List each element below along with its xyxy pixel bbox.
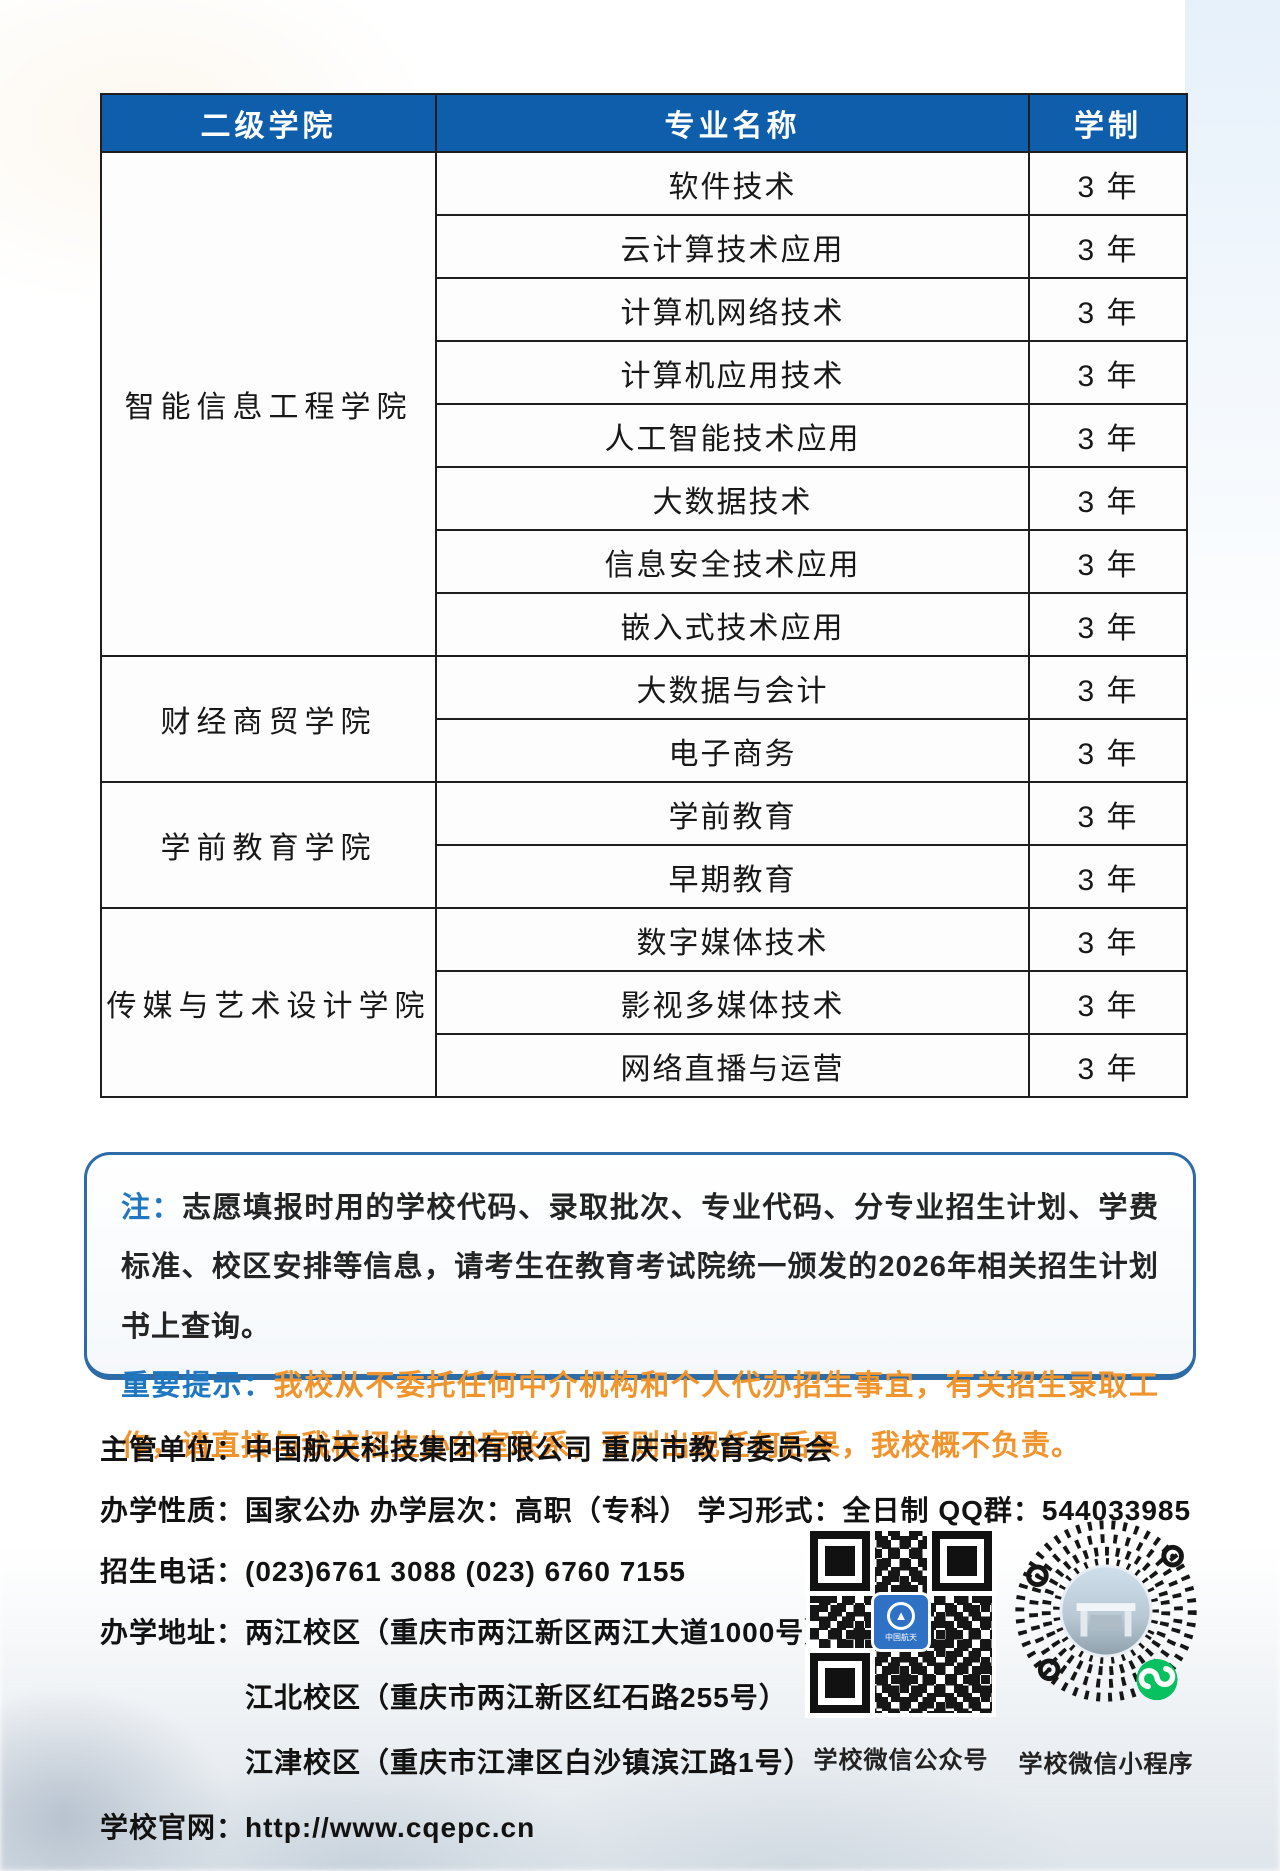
- table-row: 云计算技术应用 3 年: [101, 214, 1188, 279]
- background-tint-right: [1185, 0, 1280, 720]
- college-cell: 财经商贸学院: [100, 655, 437, 783]
- campus-gate-shape: [1080, 1611, 1088, 1637]
- duration-cell: 3 年: [1028, 970, 1188, 1035]
- table-row: 计算机网络技术 3 年: [101, 277, 1188, 342]
- duration-cell: 3 年: [1028, 844, 1188, 909]
- important-label: 重要提示：: [121, 1370, 274, 1403]
- duration-cell: 3 年: [1028, 655, 1188, 720]
- notice-box: 注：志愿填报时用的学校代码、录取批次、专业代码、分专业招生计划、学费标准、校区安…: [84, 1152, 1196, 1462]
- major-cell: 影视多媒体技术: [435, 970, 1030, 1035]
- nature-line: 办学性质：国家公办 办学层次：高职（专科） 学习形式：全日制 QQ群：54403…: [100, 1495, 1192, 1526]
- major-cell: 大数据与会计: [435, 655, 1030, 720]
- qr-finder-icon: [932, 1531, 992, 1591]
- header-duration: 学制: [1028, 93, 1188, 153]
- duration-cell: 3 年: [1028, 907, 1188, 972]
- background-photo-fade: [0, 1441, 1280, 1871]
- major-cell: 大数据技术: [435, 466, 1030, 531]
- website-line: 学校官网：http://www.cqepc.cn: [100, 1812, 536, 1843]
- campus-gate-shape: [1090, 1614, 1122, 1631]
- major-cell: 早期教育: [435, 844, 1030, 909]
- campus-gate-shape: [1124, 1611, 1132, 1637]
- qr-caption-miniprogram: 学校微信小程序: [1018, 1751, 1194, 1778]
- duration-cell: 3 年: [1028, 466, 1188, 531]
- duration-cell: 3 年: [1028, 277, 1188, 342]
- majors-table: 二级学院 专业名称 学制 智能信息工程学院 软件技术 3 年 云计算技术应用 3…: [100, 93, 1188, 1098]
- notice-label: 注：: [121, 1192, 183, 1224]
- major-cell: 人工智能技术应用: [435, 403, 1030, 468]
- miniprogram-code-graphic: [1015, 1520, 1197, 1702]
- address-campus-liangjiang: 两江校区（重庆市两江新区两江大道1000号）: [245, 1617, 834, 1648]
- notice-text: 志愿填报时用的学校代码、录取批次、专业代码、分专业招生计划、学费标准、校区安排等…: [121, 1192, 1159, 1343]
- major-cell: 学前教育: [435, 781, 1030, 846]
- contact-info: 主管单位：中国航天科技集团有限公司 重庆市教育委员会 办学性质：国家公办 办学层…: [100, 1428, 1192, 1867]
- table-row: 财经商贸学院 大数据与会计 3 年: [100, 655, 1188, 783]
- duration-cell: 3 年: [1028, 340, 1188, 405]
- table-row: 网络直播与运营 3 年: [101, 1033, 1188, 1098]
- address-block: 办学地址： 两江校区（重庆市两江新区两江大道1000号） 江北校区（重庆市两江新…: [100, 1611, 960, 1806]
- duration-cell: 3 年: [1028, 403, 1188, 468]
- notice-line-1: 注：志愿填报时用的学校代码、录取批次、专业代码、分专业招生计划、学费标准、校区安…: [121, 1179, 1159, 1357]
- table-row: 传媒与艺术设计学院 数字媒体技术 3 年: [100, 907, 1188, 1098]
- major-cell: 网络直播与运营: [435, 1033, 1030, 1098]
- duration-cell: 3 年: [1028, 781, 1188, 846]
- table-row: 大数据技术 3 年: [101, 466, 1188, 531]
- casc-logo-text: 中国航天: [885, 1632, 917, 1642]
- phone-line: 招生电话：(023)6761 3088 (023) 6760 7155: [100, 1556, 687, 1587]
- campus-gate-shape: [1076, 1603, 1136, 1611]
- major-cell: 计算机网络技术: [435, 277, 1030, 342]
- table-row: 智能信息工程学院 软件技术 3 年: [100, 151, 1188, 657]
- college-cell: 传媒与艺术设计学院: [100, 907, 437, 1098]
- college-cell: 学前教育学院: [100, 781, 437, 909]
- duration-cell: 3 年: [1028, 718, 1188, 783]
- table-row: 学前教育学院 学前教育 3 年: [100, 781, 1188, 909]
- wechat-official-qr-code: ▲ 中国航天: [806, 1527, 996, 1717]
- major-cell: 数字媒体技术: [435, 907, 1030, 972]
- code-eye-icon: [1026, 1564, 1049, 1587]
- college-cell: 智能信息工程学院: [100, 151, 437, 657]
- qr-caption-official: 学校微信公众号: [813, 1747, 989, 1774]
- duration-cell: 3 年: [1028, 214, 1188, 279]
- header-college: 二级学院: [100, 93, 437, 153]
- table-row: 人工智能技术应用 3 年: [101, 403, 1188, 468]
- major-cell: 电子商务: [435, 718, 1030, 783]
- major-cell: 计算机应用技术: [435, 340, 1030, 405]
- major-cell: 信息安全技术应用: [435, 529, 1030, 594]
- table-row: 计算机应用技术 3 年: [101, 340, 1188, 405]
- wechat-miniprogram-code: [1008, 1513, 1204, 1709]
- qr-finder-icon: [810, 1653, 870, 1713]
- table-header-row: 二级学院 专业名称 学制: [100, 93, 1188, 153]
- address-campus-jiangjin: 江津校区（重庆市江津区白沙镇滨江路1号）: [245, 1747, 813, 1778]
- table-row: 信息安全技术应用 3 年: [101, 529, 1188, 594]
- table-row: 电子商务 3 年: [101, 718, 1188, 783]
- duration-cell: 3 年: [1028, 592, 1188, 657]
- address-label: 办学地址：: [100, 1617, 246, 1648]
- duration-cell: 3 年: [1028, 151, 1188, 216]
- table-row: 嵌入式技术应用 3 年: [101, 592, 1188, 657]
- table-row: 早期教育 3 年: [101, 844, 1188, 909]
- duration-cell: 3 年: [1028, 1033, 1188, 1098]
- address-items: 两江校区（重庆市两江新区两江大道1000号） 江北校区（重庆市两江新区红石路25…: [245, 1611, 833, 1806]
- address-campus-jiangbei: 江北校区（重庆市两江新区红石路255号）: [245, 1682, 788, 1713]
- header-major: 专业名称: [435, 93, 1030, 153]
- casc-ring-icon: ▲: [887, 1601, 915, 1630]
- code-eye-icon: [1037, 1658, 1061, 1682]
- table-row: 影视多媒体技术 3 年: [101, 970, 1188, 1035]
- notice-line-2: 重要提示：我校从不委托任何中介机构和个人代办招生事宜，有关招生录取工作，请直接与…: [121, 1357, 1159, 1476]
- major-cell: 云计算技术应用: [435, 214, 1030, 279]
- important-text: 我校从不委托任何中介机构和个人代办招生事宜，有关招生录取工作，请直接与我校招生办…: [121, 1370, 1159, 1462]
- casc-logo-icon: ▲ 中国航天: [871, 1592, 931, 1652]
- major-cell: 嵌入式技术应用: [435, 592, 1030, 657]
- major-cell: 软件技术: [435, 151, 1030, 216]
- supervisor-line: 主管单位：中国航天科技集团有限公司 重庆市教育委员会: [100, 1434, 834, 1465]
- code-eye-icon: [1161, 1544, 1184, 1568]
- duration-cell: 3 年: [1028, 529, 1188, 594]
- qr-finder-icon: [810, 1531, 870, 1591]
